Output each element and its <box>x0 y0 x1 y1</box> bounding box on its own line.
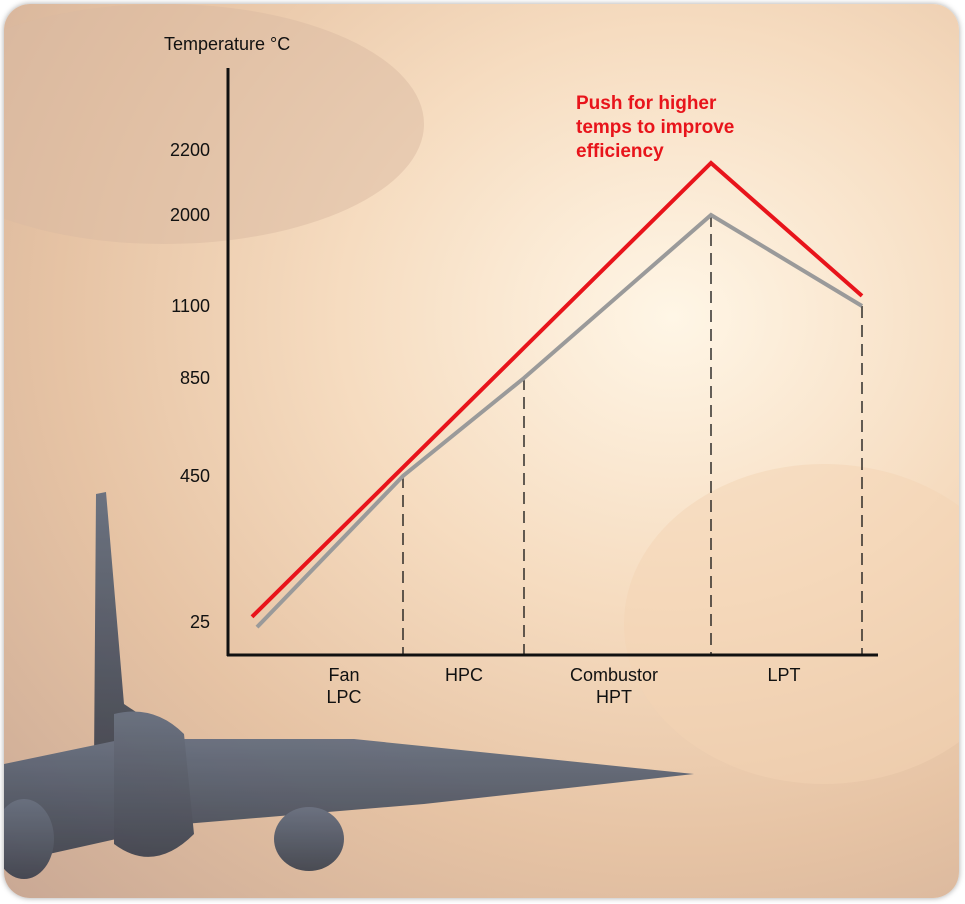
y-tick-label: 850 <box>180 368 210 388</box>
x-tick-label: Combustor HPT <box>569 665 659 707</box>
airplane <box>4 492 694 879</box>
y-axis-label: Temperature °C <box>164 34 290 54</box>
y-tick-label: 1100 <box>171 296 210 316</box>
cloud <box>624 464 959 784</box>
x-tick-label: LPT <box>767 665 801 685</box>
series-line <box>255 212 864 629</box>
cloud <box>4 4 424 244</box>
y-tick-label: 25 <box>190 612 210 632</box>
x-tick-label: HPC <box>444 665 483 685</box>
x-tick-label: Fan LPC <box>326 665 362 707</box>
card: Temperature °C 25 450 850 1100 2000 2200 Fan … <box>4 4 959 898</box>
y-tick-label: 2200 <box>170 140 210 160</box>
chart: Temperature °C 25 450 850 1100 2000 2200 <box>164 34 878 657</box>
y-tick-label: 450 <box>180 466 210 486</box>
background <box>4 4 959 879</box>
y-tick-label: 2000 <box>170 205 210 225</box>
series-line <box>250 160 864 619</box>
annotation: Push for higher temps to improve efficie… <box>576 93 735 162</box>
